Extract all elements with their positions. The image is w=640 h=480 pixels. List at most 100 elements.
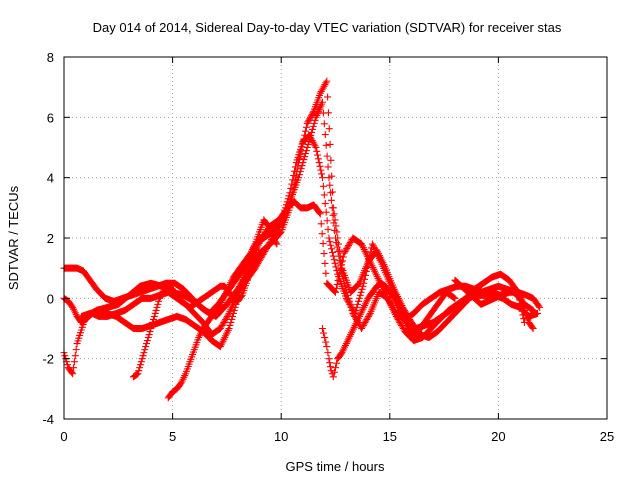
data-point: [327, 156, 335, 164]
data-point: [300, 135, 308, 143]
data-point: [345, 297, 353, 305]
data-point: [318, 325, 326, 332]
data-point: [322, 208, 330, 216]
data-point: [304, 140, 312, 148]
data-point: [332, 239, 340, 247]
data-point: [242, 279, 250, 287]
data-point: [297, 165, 305, 173]
data-point: [313, 147, 321, 155]
data-point: [298, 143, 306, 151]
data-point: [324, 225, 332, 233]
data-point: [316, 210, 324, 218]
data-point: [316, 162, 324, 170]
data-point: [314, 151, 322, 159]
data-point: [298, 162, 306, 170]
data-point: [324, 349, 332, 357]
data-point: [355, 280, 363, 288]
data-point: [320, 120, 328, 128]
data-point: [70, 358, 78, 366]
data-point: [325, 355, 333, 363]
data-point: [143, 340, 151, 348]
data-point: [295, 155, 303, 163]
y-tick-label: 0: [47, 291, 54, 306]
data-point: [338, 270, 346, 278]
data-point: [450, 294, 458, 302]
data-point: [362, 317, 370, 325]
data-point: [136, 364, 144, 372]
x-tick-label: 15: [383, 429, 397, 444]
data-point: [325, 234, 333, 242]
data-point: [356, 291, 364, 299]
data-point: [296, 168, 304, 176]
data-point: [217, 323, 225, 331]
y-tick-label: 2: [47, 231, 54, 246]
data-point: [133, 370, 141, 378]
data-point: [216, 302, 224, 310]
data-point: [224, 311, 232, 319]
data-point: [147, 325, 155, 332]
data-point: [308, 128, 316, 136]
data-point: [348, 306, 356, 314]
data-point: [319, 182, 327, 190]
data-point: [359, 282, 367, 290]
data-point: [137, 358, 145, 366]
series-track-c: [60, 77, 537, 378]
data-point: [221, 317, 229, 325]
data-point: [343, 288, 351, 296]
data-point: [319, 109, 327, 117]
data-point: [327, 189, 335, 197]
data-point: [339, 253, 347, 261]
data-point: [331, 226, 339, 234]
data-point: [355, 294, 363, 302]
data-point: [305, 116, 313, 124]
data-point: [355, 297, 363, 305]
data-point: [331, 216, 339, 224]
data-point: [68, 302, 76, 310]
x-tick-label: 25: [600, 429, 614, 444]
data-point: [136, 361, 144, 369]
data-point: [140, 349, 148, 357]
data-point: [249, 255, 257, 263]
data-point: [272, 239, 280, 247]
data-point: [326, 238, 334, 246]
data-point: [227, 318, 235, 326]
data-point: [318, 230, 326, 238]
data-point: [315, 159, 323, 167]
x-tick-label: 5: [169, 429, 176, 444]
y-tick-label: 6: [47, 110, 54, 125]
data-point: [337, 350, 345, 358]
data-point: [338, 266, 346, 274]
data-point: [150, 312, 158, 320]
data-point: [528, 306, 536, 314]
data-point: [361, 318, 369, 326]
data-point: [396, 318, 404, 326]
data-point: [61, 352, 69, 360]
data-point: [365, 311, 373, 319]
y-tick-label: 8: [47, 50, 54, 65]
data-point: [365, 312, 373, 320]
x-tick-label: 20: [491, 429, 505, 444]
data-point: [135, 367, 143, 375]
data-point: [301, 153, 309, 161]
data-point: [149, 315, 157, 323]
data-point: [154, 300, 162, 308]
data-point: [244, 273, 252, 281]
data-point: [347, 303, 355, 311]
data-point: [229, 309, 237, 317]
data-point: [321, 259, 329, 267]
data-point: [326, 181, 334, 189]
data-point: [318, 170, 326, 178]
data-point: [535, 302, 543, 310]
data-point: [389, 293, 397, 301]
data-point: [399, 325, 407, 332]
data-point: [358, 285, 366, 293]
data-point: [345, 240, 353, 248]
data-point: [273, 240, 281, 248]
data-point: [305, 137, 313, 145]
data-point: [322, 338, 330, 346]
data-point: [237, 293, 245, 301]
data-point: [155, 297, 163, 305]
data-point: [333, 280, 341, 288]
data-point: [324, 163, 332, 171]
